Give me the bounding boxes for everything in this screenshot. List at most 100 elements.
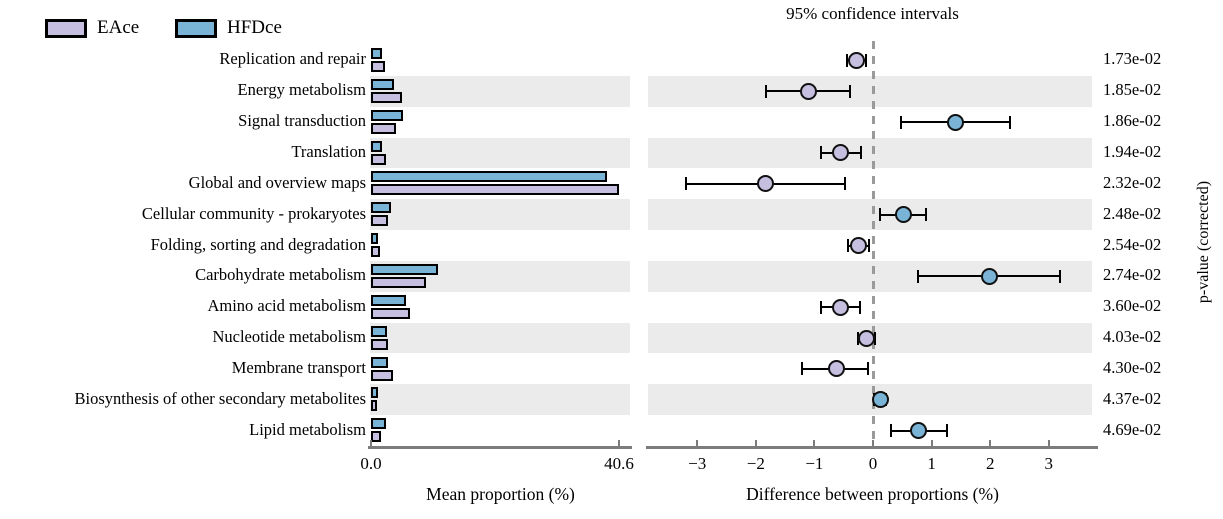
error-bar-cap-right [1058,269,1061,283]
bar-eace [371,122,397,134]
bar-eace [371,338,389,350]
bar-hfdce [371,418,387,430]
bar-eace [371,246,380,258]
error-bar-cap-left [820,300,823,314]
bar-eace [371,153,386,165]
error-bar-cap-right [843,177,846,191]
error-bar-cap-left [819,146,822,160]
pvalue-label: 2.74e-02 [1103,265,1162,285]
category-label: Carbohydrate metabolism [195,265,366,285]
category-label: Biosynthesis of other secondary metaboli… [74,388,366,408]
ci-marker [827,360,845,378]
left-axis-line [368,446,632,449]
bar-hfdce [371,294,406,306]
bar-hfdce [371,109,404,121]
error-bar-cap-right [849,84,852,98]
row-stripe [370,137,630,169]
bar-hfdce [371,233,379,245]
bar-eace [371,91,402,103]
left-axis-tick-label: 0.0 [360,454,382,473]
ci-marker [909,422,927,440]
left-axis-tick [618,440,620,446]
pvalue-label: 2.48e-02 [1103,203,1162,223]
error-bar-cap-left [917,269,920,283]
error-bar-cap-left [890,424,893,438]
row-stripe [648,75,1092,107]
ci-marker [946,113,964,131]
error-bar-cap-left [900,115,903,129]
ci-marker [848,51,866,69]
error-bar-cap-right [1009,115,1012,129]
left-axis-tick [370,440,372,446]
right-axis-tick [696,440,699,446]
row-stripe [370,199,630,231]
ci-marker [981,267,999,285]
bar-hfdce [371,325,387,337]
bar-hfdce [371,78,395,90]
bar-eace [371,400,378,412]
right-axis-tick [930,440,933,446]
error-bar-cap-right [864,53,867,67]
ci-marker [756,175,774,193]
right-axis-tick [872,440,874,446]
confidence-intervals-title: 95% confidence intervals [786,4,959,23]
right-axis-tick-label: −2 [746,454,765,473]
right-axis-tick [813,440,816,446]
right-axis-label: Difference between proportions (%) [746,484,999,504]
right-axis-tick-label: 0 [868,454,878,473]
pvalue-label: 1.86e-02 [1103,111,1162,131]
category-label: Cellular community - prokaryotes [141,203,366,223]
row-stripe [370,75,630,107]
error-bar-cap-left [685,177,688,191]
right-axis-tick-label: 3 [1044,454,1054,473]
category-label: Folding, sorting and degradation [150,234,366,254]
error-bar-cap-right [924,208,927,222]
right-axis-tick [754,440,757,446]
bar-hfdce [371,263,439,275]
error-bar-cap-right [867,239,870,253]
error-bar-cap-left [845,53,848,67]
pvalue-label: 1.85e-02 [1103,80,1162,100]
error-bar-cap-right [945,424,948,438]
bar-eace [371,61,386,72]
pvalue-label: 1.94e-02 [1103,141,1162,161]
ci-marker [871,391,889,409]
ci-marker [800,82,818,100]
category-label: Global and overview maps [188,172,366,192]
bar-eace [371,184,619,196]
error-bar-cap-left [879,208,882,222]
right-axis-line [646,446,1098,449]
row-stripe [648,199,1092,231]
bar-eace [371,215,389,227]
row-stripe [648,137,1092,169]
pvalue-label: 2.32e-02 [1103,172,1162,192]
category-label: Lipid metabolism [249,419,366,439]
error-bar-cap-left [764,84,767,98]
right-axis-tick-label: 1 [927,454,936,473]
row-stripe [648,384,1092,416]
ci-marker [832,144,850,162]
pvalue-label: 2.54e-02 [1103,234,1162,254]
legend-swatch-eace [45,19,87,38]
pvalue-label: 4.37e-02 [1103,388,1162,408]
zero-reference-line [872,41,875,446]
bar-hfdce [371,202,392,214]
bar-hfdce [371,140,382,152]
left-axis-tick-label: 40.6 [604,454,634,473]
error-bar-cap-left [846,239,849,253]
right-axis-tick-label: 2 [985,454,995,473]
bar-hfdce [371,171,607,183]
legend-swatch-hfdce [175,19,217,38]
bar-eace [371,307,411,319]
pvalue-label: 1.73e-02 [1103,49,1162,69]
error-bar-cap-left [800,362,803,376]
category-label: Replication and repair [219,49,366,69]
bar-hfdce [371,48,382,59]
error-bar-cap-right [866,362,869,376]
pvalue-label: 4.69e-02 [1103,419,1162,439]
ci-marker [832,298,850,316]
row-stripe [370,322,630,354]
bar-hfdce [371,356,389,368]
pvalue-label: 4.03e-02 [1103,327,1162,347]
